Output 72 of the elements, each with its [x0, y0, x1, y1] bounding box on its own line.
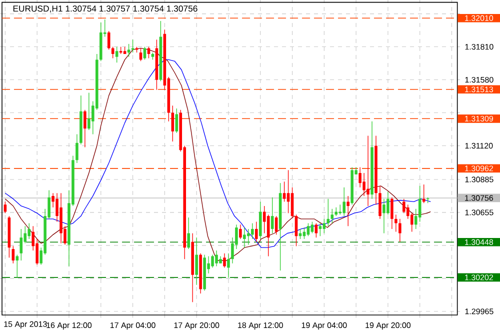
candlestick: [107, 30, 110, 50]
candlestick: [266, 214, 270, 257]
candlestick: [211, 254, 214, 268]
ref-line-label: 1.30448: [465, 239, 494, 245]
x-tick-label: 17 Apr 04:00: [110, 322, 156, 330]
y-tick-label: 1.31580: [465, 76, 494, 83]
candlestick: [254, 221, 258, 242]
candlestick: [298, 228, 302, 240]
candlestick: [262, 206, 266, 234]
candlestick: [223, 252, 226, 268]
ref-line-label: 1.30202: [465, 274, 493, 280]
candlestick: [251, 222, 254, 240]
candlestick: [115, 46, 118, 63]
candlestick: [310, 221, 314, 234]
candlestick: [274, 216, 278, 236]
x-tick-label: 19 Apr 04:00: [302, 322, 347, 330]
candlestick: [318, 222, 322, 236]
candlestick: [187, 217, 190, 250]
candlestick: [127, 44, 130, 58]
candlestick: [247, 228, 250, 246]
candlestick: [362, 172, 366, 196]
candlestick: [394, 214, 398, 232]
x-tick-label: 19 Apr 20:00: [366, 322, 411, 330]
candlestick: [195, 237, 198, 286]
candlestick: [270, 197, 274, 234]
ref-line-label: 1.31513: [465, 86, 494, 92]
x-tick-label: 17 Apr 20:00: [174, 322, 220, 330]
candlestick: [366, 135, 370, 206]
candlestick: [390, 197, 394, 230]
candlestick: [418, 186, 422, 222]
text: 15 Apr 2013: [4, 321, 47, 329]
y-tick-label: 1.30885: [465, 176, 494, 182]
y-tick-label: 1.30655: [465, 210, 494, 216]
y-tick-label: 1.31120: [465, 142, 493, 149]
candlestick: [358, 166, 362, 188]
candlestick: [398, 218, 402, 242]
candlestick: [342, 187, 346, 216]
candlestick: [243, 227, 246, 248]
candlestick: [84, 110, 86, 148]
candlestick: [88, 92, 90, 130]
x-tick-label: 18 Apr 12:00: [238, 322, 283, 330]
candlestick: [175, 108, 178, 134]
ref-line-label: 1.32010: [465, 15, 494, 21]
ref-line-label: 1.30962: [465, 166, 493, 172]
candlestick: [402, 198, 406, 214]
candlestick: [16, 254, 19, 278]
candlestick: [382, 198, 386, 234]
candlestick: [386, 191, 390, 215]
candlestick: [12, 246, 15, 264]
candlestick: [290, 187, 294, 218]
candlestick: [322, 218, 326, 234]
candlestick: [143, 46, 146, 60]
candlestick: [346, 196, 350, 226]
chart-title: EURUSD,H1 1.30754 1.30757 1.30754 1.30756: [13, 6, 198, 13]
candlestick: [28, 222, 31, 240]
x-tick-label: 16 Apr 12:00: [46, 322, 92, 330]
candlestick: [131, 39, 134, 53]
candlestick: [338, 204, 342, 215]
y-tick-label: 1.29965: [465, 308, 494, 314]
candlestick: [227, 252, 230, 278]
candlestick: [378, 186, 382, 220]
candlestick: [76, 134, 78, 164]
y-tick-label: 1.31810: [465, 44, 494, 50]
candlestick: [282, 181, 286, 202]
candlestick: [215, 250, 218, 267]
candlestick: [20, 228, 23, 261]
candlestick: [147, 46, 150, 59]
ref-line-label: 1.30756: [465, 195, 494, 201]
ref-line-label: 1.31309: [465, 116, 494, 122]
candlestick: [330, 208, 334, 224]
candlestick: [239, 224, 242, 240]
candlestick: [111, 46, 114, 59]
